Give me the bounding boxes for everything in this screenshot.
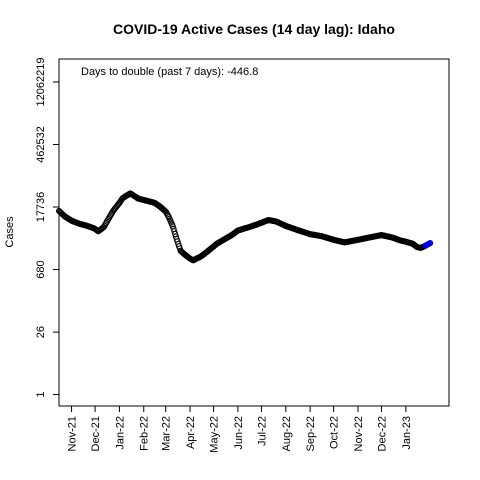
y-tick-label: 462532 [35,126,47,163]
x-tick-label: Dec-22 [377,416,389,451]
y-axis: 1 26 680 17736 462532 12062219 [35,58,60,398]
x-tick-label: Feb-22 [139,416,151,451]
x-axis: Nov-21 Dec-21 Jan-22 Feb-22 Mar-22 Apr-22 May-… [67,405,413,453]
x-tick-label: Sep-22 [305,416,317,451]
x-tick-label: Jan-23 [401,416,413,450]
y-axis-label: Cases [4,216,16,248]
y-tick-label: 12062219 [35,58,47,107]
x-tick-label: Jul-22 [256,416,268,446]
x-tick-label: Jun-22 [233,416,245,450]
x-tick-label: Aug-22 [281,416,293,451]
y-tick-label: 1 [35,391,47,397]
x-tick-label: Nov-21 [67,416,79,451]
y-tick-label: 17736 [35,192,47,223]
x-tick-label: May-22 [209,416,221,453]
annotation-days-to-double: Days to double (past 7 days): -446.8 [81,66,258,78]
x-tick-label: Apr-22 [185,416,197,449]
x-tick-label: Mar-22 [161,416,173,451]
data-points [55,190,434,264]
x-tick-label: Nov-22 [353,416,365,451]
data-point [427,240,434,247]
chart-title: COVID-19 Active Cases (14 day lag): Idah… [113,21,395,37]
y-tick-label: 26 [35,326,47,338]
x-tick-label: Oct-22 [329,416,341,449]
y-tick-label: 680 [35,260,47,278]
x-tick-label: Jan-22 [114,416,126,450]
x-tick-label: Dec-21 [90,416,102,451]
